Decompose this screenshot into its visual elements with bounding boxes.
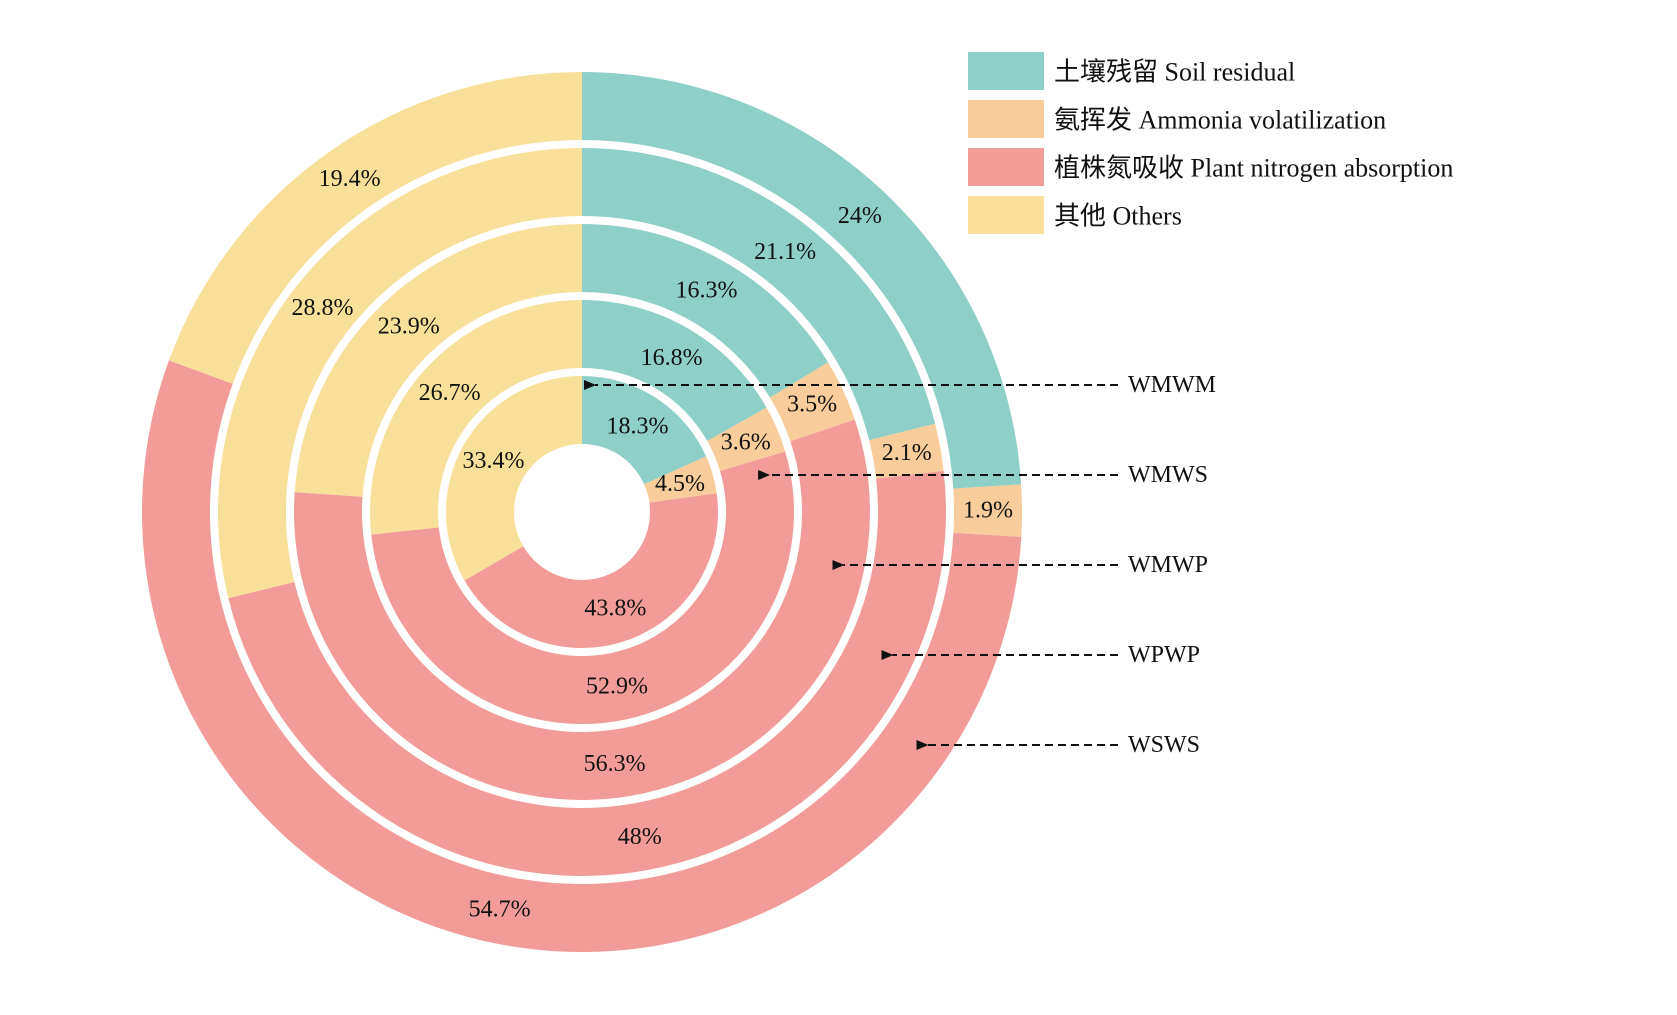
ring-wmwm-plant-label: 43.8% [584,595,646,621]
ring-wpwp-others-segment [218,148,582,599]
ring-wmwm-soil-segment [582,376,707,485]
legend-swatch-plant [968,148,1044,186]
legend-label-ammonia: 氨挥发 Ammonia volatilization [1054,106,1386,135]
ring-wmwm-others-segment [446,376,582,581]
ring-wmwp-ammonia-label: 3.5% [787,392,837,418]
ring-wsws-soil-segment [582,72,1022,489]
ring-wmwp-plant-label: 56.3% [584,751,646,777]
ring-wmwm-soil-label: 18.3% [606,413,668,439]
ring-wsws-soil-label: 24% [838,203,882,229]
ring-name-wmwm: WMWM [1128,372,1216,398]
ring-wmws-others-label: 26.7% [419,380,481,406]
ring-name-wpwp: WPWP [1128,642,1200,668]
ring-wmwm-ammonia-label: 4.5% [655,471,705,497]
legend-swatch-others [968,196,1044,234]
ring-wsws-others-label: 19.4% [319,166,381,192]
ring-wmws-soil-label: 16.8% [641,345,703,371]
ring-wmwp-soil-segment [582,224,829,398]
ring-wmwm-plant-segment [464,493,719,648]
ring-wsws-ammonia-segment [953,484,1023,537]
ring-wmwp-others-label: 23.9% [378,313,440,339]
ring-name-wmws: WMWS [1128,462,1208,488]
ring-wpwp-ammonia-segment [869,423,944,479]
ring-wpwp-ammonia-label: 2.1% [882,440,932,466]
legend-swatch-ammonia [968,100,1044,138]
ring-wmwp-others-segment [294,224,582,497]
ring-wpwp-others-label: 28.8% [292,295,354,321]
ring-wmwp-soil-label: 16.3% [675,278,737,304]
legend-label-plant: 植株氮吸收 Plant nitrogen absorption [1054,154,1453,183]
ring-wmws-soil-segment [582,300,767,442]
ring-name-wsws: WSWS [1128,732,1200,758]
ring-wmws-ammonia-label: 3.6% [721,429,771,455]
ring-pointers-layer: WMWM WMWS WMWP WPWP WSWS [584,372,1216,758]
ring-wmwm-ammonia-segment [644,456,717,503]
ring-wmws-others-segment [370,300,582,535]
ring-wpwp-soil-segment [582,148,936,441]
legend: 土壤残留 Soil residual 氨挥发 Ammonia volatiliza… [968,52,1453,234]
rings-layer [142,72,1023,952]
ring-wpwp-plant-label: 48% [618,824,662,850]
ring-wmws-ammonia-segment [707,407,786,471]
ring-wmws-plant-segment [371,451,794,725]
ring-wmwm-others-label: 33.4% [463,448,525,474]
legend-label-soil: 土壤残留 Soil residual [1054,58,1295,87]
ring-wmwp-ammonia-segment [769,362,855,442]
legend-swatch-soil [968,52,1044,90]
ring-wsws-plant-label: 54.7% [469,897,531,923]
ring-wsws-ammonia-label: 1.9% [963,498,1013,524]
ring-name-wmwp: WMWP [1128,552,1208,578]
legend-label-others: 其他 Others [1054,202,1182,231]
ring-wmwp-plant-segment [294,419,871,801]
data-labels-layer: 18.3% 4.5% 43.8% 33.4% 16.8% 3.6% 52.9% 26.7% 16… [292,166,1013,922]
ring-wmws-plant-label: 52.9% [586,674,648,700]
ring-wsws-others-segment [168,72,583,384]
ring-wpwp-plant-segment [228,470,946,876]
ring-wpwp-soil-label: 21.1% [754,239,816,265]
